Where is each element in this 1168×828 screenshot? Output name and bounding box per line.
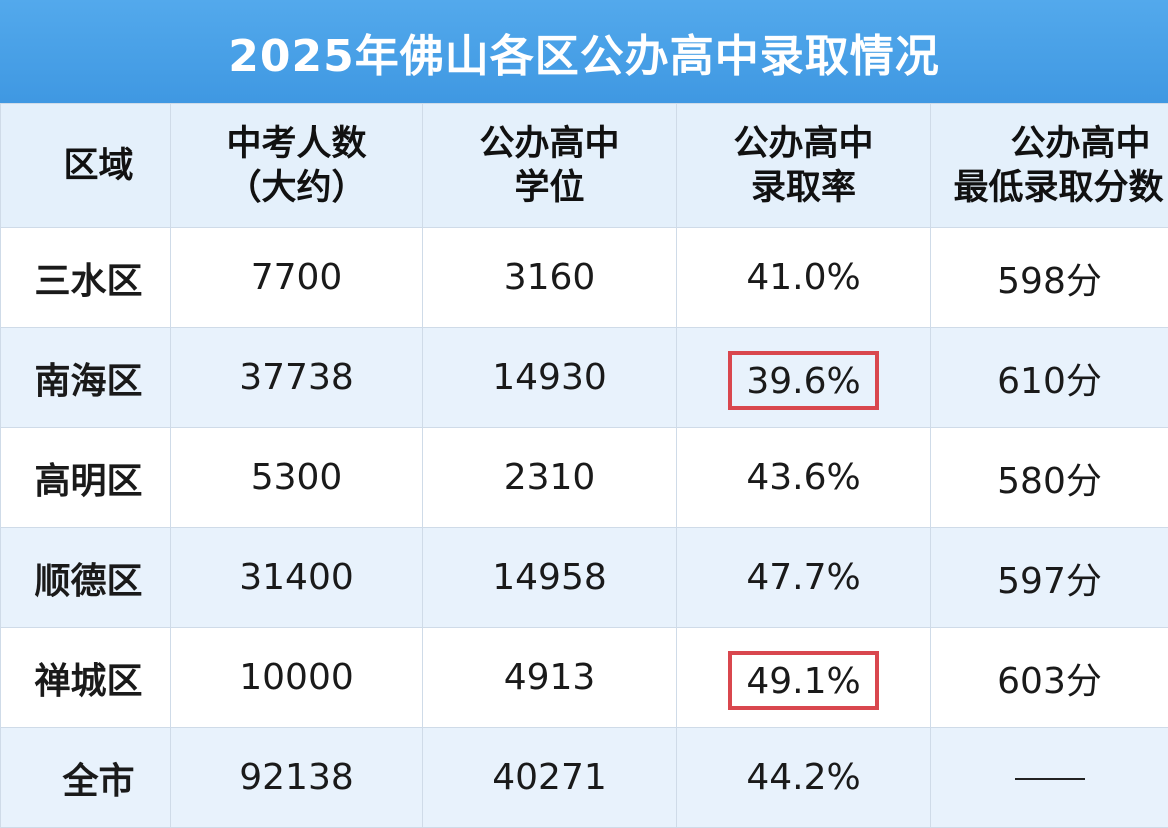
region-cell: 三水区 [0,227,171,328]
region-cell: 顺德区 [0,527,171,628]
candidates-cell: 31400 [170,527,423,628]
seats-cell: 40271 [422,727,677,828]
dash-placeholder [1014,778,1085,780]
rate-value: 43.6% [746,457,861,498]
header-candidates-line1: 中考人数 [226,123,367,164]
header-seats-line1: 公办高中 [479,123,620,164]
header-score: 公办高中 最低录取分数 [930,103,1168,228]
table-row: 高明区 5300 2310 43.6% 580分 [0,427,1168,528]
seats-cell: 14930 [422,327,677,428]
header-region: 区域 [0,103,171,228]
rate-cell: 39.6% [676,327,931,428]
header-score-line2: 最低录取分数 [953,167,1164,208]
header-rate-line1: 公办高中 [733,123,874,164]
candidates-cell: 10000 [170,627,423,728]
rate-cell: 44.2% [676,727,931,828]
seats-cell: 4913 [422,627,677,728]
table-row: 禅城区 10000 4913 49.1% 603分 [0,627,1168,728]
header-candidates-line2: （大约） [226,167,367,208]
table-row: 顺德区 31400 14958 47.7% 597分 [0,527,1168,628]
region-cell: 高明区 [0,427,171,528]
page-title: 2025年佛山各区公办高中录取情况 [228,30,940,82]
header-candidates: 中考人数 （大约） [170,103,423,228]
rate-cell: 47.7% [676,527,931,628]
region-cell: 全市 [0,727,171,828]
seats-cell: 2310 [422,427,677,528]
rate-cell: 41.0% [676,227,931,328]
seats-cell: 14958 [422,527,677,628]
candidates-cell: 37738 [170,327,423,428]
header-rate-line2: 录取率 [750,167,856,208]
candidates-cell: 92138 [170,727,423,828]
rate-value: 44.2% [746,757,861,798]
seats-cell: 3160 [422,227,677,328]
score-cell: 610分 [930,327,1168,428]
rate-value: 41.0% [746,257,861,298]
header-seats-line2: 学位 [514,167,585,208]
header-rate: 公办高中 录取率 [676,103,931,228]
candidates-cell: 5300 [170,427,423,528]
highlighted-rate-value: 39.6% [728,351,879,410]
header-row: 区域 中考人数 （大约） 公办高中 学位 公办高中 录取率 公办高中 最低录取分… [0,103,1168,228]
region-cell: 南海区 [0,327,171,428]
table-row: 南海区 37738 14930 39.6% 610分 [0,327,1168,428]
region-cell: 禅城区 [0,627,171,728]
table-row-total: 全市 92138 40271 44.2% —— [0,727,1168,828]
candidates-cell: 7700 [170,227,423,328]
rate-cell: 43.6% [676,427,931,528]
title-bar: 2025年佛山各区公办高中录取情况 [0,0,1168,103]
header-score-line1: 公办高中 [1010,123,1151,164]
admission-table: 区域 中考人数 （大约） 公办高中 学位 公办高中 录取率 公办高中 最低录取分… [0,103,1168,828]
score-cell: 603分 [930,627,1168,728]
score-cell: 580分 [930,427,1168,528]
header-seats: 公办高中 学位 [422,103,677,228]
highlighted-rate-value: 49.1% [728,651,879,710]
rate-value: 47.7% [746,557,861,598]
rate-cell: 49.1% [676,627,931,728]
score-cell: 598分 [930,227,1168,328]
table-row: 三水区 7700 3160 41.0% 598分 [0,227,1168,328]
score-cell: 597分 [930,527,1168,628]
score-cell: —— [930,727,1168,828]
